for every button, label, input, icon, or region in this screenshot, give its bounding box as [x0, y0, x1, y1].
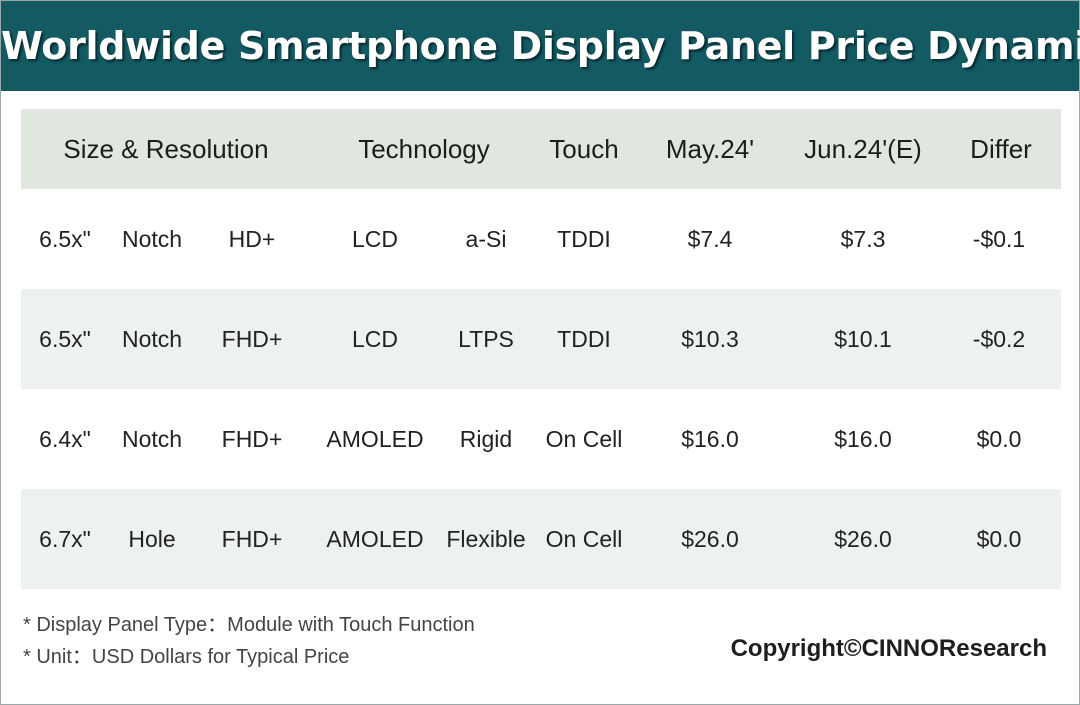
cell-touch: On Cell [545, 425, 623, 452]
cell-resolution: HD+ [228, 225, 276, 252]
column-header-jun: Jun.24'(E) [804, 133, 922, 164]
cell-size: 6.7x" [39, 525, 91, 552]
footnotes: * Display Panel Type：Module with Touch F… [23, 609, 475, 673]
table-row: 6.5x" Notch HD+ LCD a-Si TDDI $7.4 $7.3 … [21, 189, 1061, 289]
title-banner: Worldwide Smartphone Display Panel Price… [1, 1, 1080, 91]
table-row: 6.5x" Notch FHD+ LCD LTPS TDDI $10.3 $10… [21, 289, 1061, 389]
cell-shape: Hole [128, 525, 176, 552]
cell-jun-price: $16.0 [834, 425, 892, 452]
cell-shape: Notch [121, 225, 183, 252]
cell-may-price: $7.4 [687, 225, 733, 252]
footnote-unit: * Unit：USD Dollars for Typical Price [23, 646, 350, 668]
cell-touch: TDDI [557, 325, 611, 352]
column-header-differ: Differ [970, 133, 1032, 164]
cell-size: 6.5x" [39, 225, 91, 252]
cell-differ: -$0.1 [972, 225, 1026, 252]
cell-may-price: $26.0 [681, 525, 739, 552]
cell-backplane: LTPS [458, 325, 514, 352]
cell-shape: Notch [121, 325, 183, 352]
column-header-touch: Touch [549, 133, 619, 164]
table-row: 6.7x" Hole FHD+ AMOLED Flexible On Cell … [21, 489, 1061, 589]
copyright-text: Copyright©CINNOResearch [730, 635, 1047, 662]
cell-touch: TDDI [557, 225, 611, 252]
cell-may-price: $10.3 [681, 325, 739, 352]
cell-jun-price: $26.0 [834, 525, 892, 552]
cell-jun-price: $7.3 [840, 225, 886, 252]
table-header-row: Size & Resolution Technology Touch May.2… [21, 109, 1061, 189]
column-header-size-resolution: Size & Resolution [63, 133, 269, 164]
cell-resolution: FHD+ [221, 325, 283, 352]
cell-technology: LCD [351, 325, 399, 352]
cell-technology: AMOLED [326, 425, 424, 452]
column-header-may: May.24' [665, 133, 755, 164]
cell-touch: On Cell [545, 525, 623, 552]
cell-may-price: $16.0 [681, 425, 739, 452]
cell-resolution: FHD+ [221, 525, 283, 552]
cell-backplane: a-Si [465, 225, 507, 252]
cell-technology: AMOLED [326, 525, 424, 552]
cell-differ: -$0.2 [972, 325, 1026, 352]
cell-jun-price: $10.1 [834, 325, 892, 352]
cell-size: 6.4x" [39, 425, 91, 452]
cell-shape: Notch [121, 425, 183, 452]
price-table: Size & Resolution Technology Touch May.2… [21, 109, 1061, 589]
table-row: 6.4x" Notch FHD+ AMOLED Rigid On Cell $1… [21, 389, 1061, 489]
cell-backplane: Flexible [446, 525, 526, 552]
cell-backplane: Rigid [459, 425, 513, 452]
cell-differ: $0.0 [976, 425, 1022, 452]
footnote-panel-type: * Display Panel Type：Module with Touch F… [23, 614, 475, 636]
page-title: Worldwide Smartphone Display Panel Price… [1, 24, 1080, 68]
cell-technology: LCD [351, 225, 399, 252]
cell-size: 6.5x" [39, 325, 91, 352]
cell-differ: $0.0 [976, 525, 1022, 552]
column-header-technology: Technology [358, 133, 490, 164]
cell-resolution: FHD+ [221, 425, 283, 452]
